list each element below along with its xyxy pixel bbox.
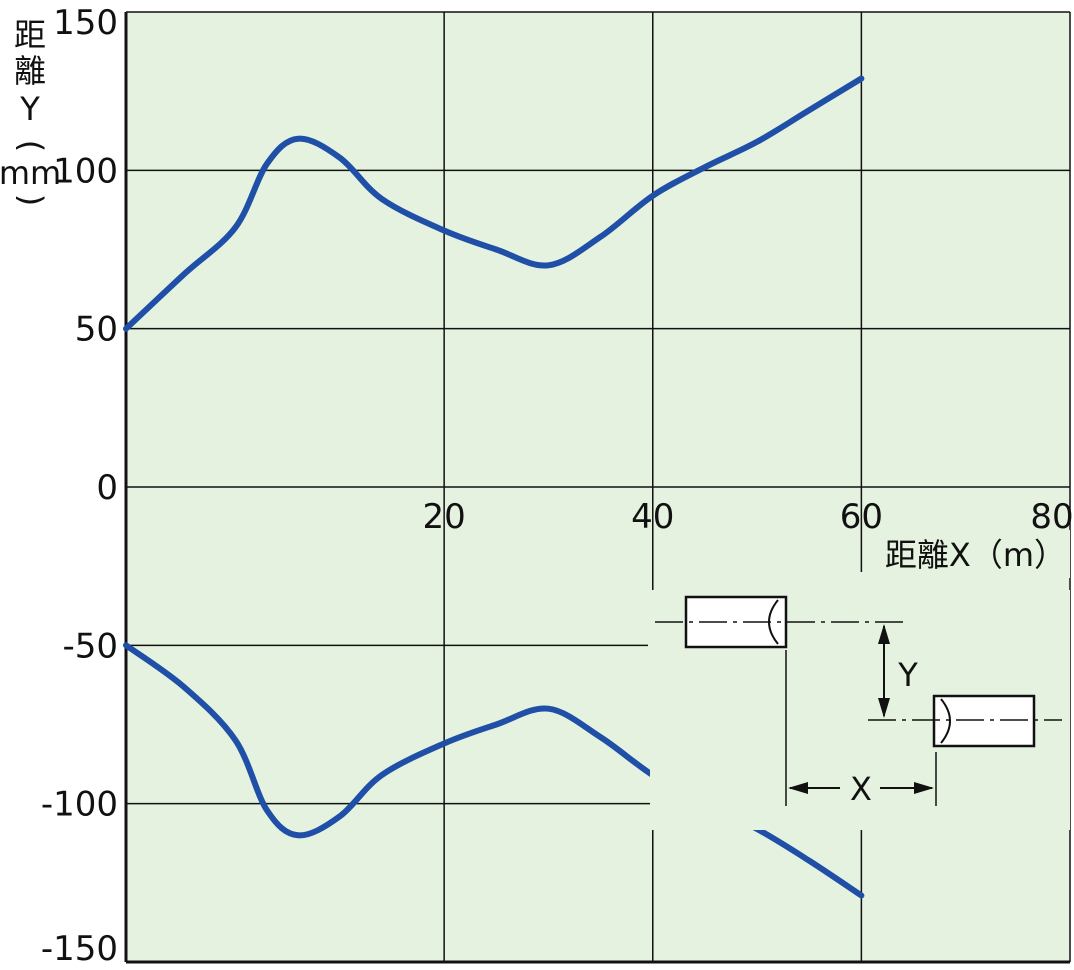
dimension-y-arrow-down xyxy=(878,698,890,718)
axis-titles: 距離X（m） 距離Y ( mm) xyxy=(0,16,1070,578)
dimension-y-label: Y xyxy=(897,656,918,694)
x-tick-label: 60 xyxy=(840,497,883,537)
y-axis-title-char: Y xyxy=(19,90,40,128)
offset-diagram: YX xyxy=(650,590,1070,830)
dimension-y-arrow-up xyxy=(878,624,890,644)
y-tick-label: 100 xyxy=(53,151,118,191)
y-tick-label: -50 xyxy=(62,626,118,666)
dimension-x-label: X xyxy=(850,770,872,808)
x-tick-label: 20 xyxy=(423,497,466,537)
y-tick-label: 150 xyxy=(53,3,118,43)
y-tick-label: 0 xyxy=(96,468,118,508)
series-line-1 xyxy=(123,75,865,332)
y-axis-title-char: ) xyxy=(12,194,50,206)
y-axis-title-char: 離 xyxy=(14,52,46,90)
x-title-backdrop xyxy=(900,530,1070,578)
x-tick-label: 40 xyxy=(631,497,674,537)
y-axis-title-char: mm xyxy=(0,154,61,192)
dimension-x-arrow-left xyxy=(788,782,808,794)
grid xyxy=(124,11,1071,964)
y-tick-label: -150 xyxy=(41,929,118,969)
cylinder-lower-face xyxy=(940,698,951,744)
y-tick-label: 50 xyxy=(75,310,118,350)
x-axis-title: 距離X（m） xyxy=(885,536,1066,574)
y-axis-title-char: 距 xyxy=(14,16,46,54)
y-axis-title-char: ( xyxy=(12,140,50,152)
dimension-x-arrow-right xyxy=(914,782,934,794)
y-tick-label: -100 xyxy=(41,785,118,825)
